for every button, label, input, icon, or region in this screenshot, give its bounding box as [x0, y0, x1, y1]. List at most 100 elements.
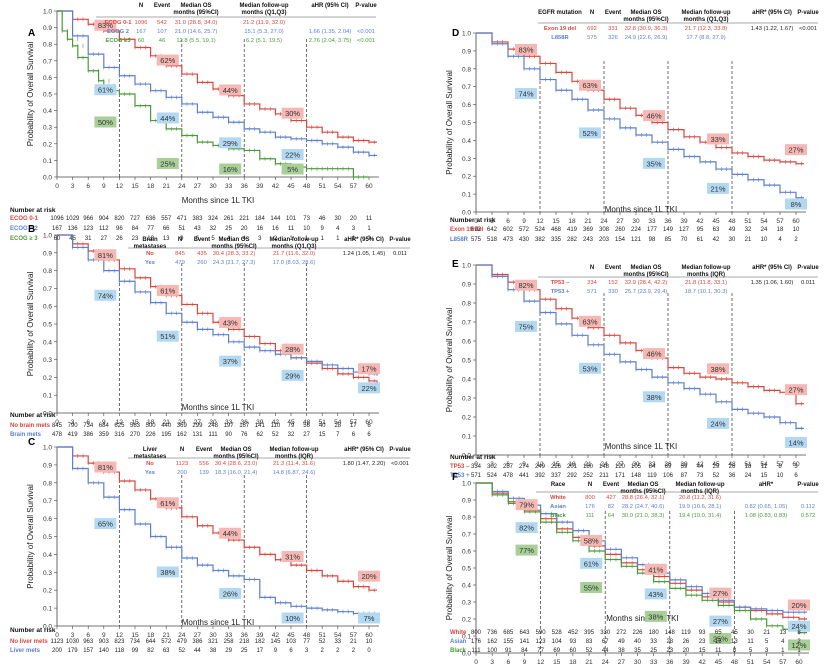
panel-letter: C: [28, 437, 35, 448]
survival-pct-label: 22%: [361, 384, 376, 393]
y-tick-label: 0.5: [462, 120, 471, 127]
risk-value: 478: [503, 473, 514, 479]
x-tick-label: 54: [760, 461, 768, 468]
survival-pct-label: 52%: [582, 129, 597, 138]
table-cell: L858R: [551, 35, 569, 41]
survival-pct-label: 74%: [518, 90, 533, 99]
survival-pct-label: 27%: [713, 617, 728, 626]
risk-value: 6: [367, 423, 371, 429]
x-tick-label: 42: [272, 632, 280, 639]
x-tick-label: 30: [209, 183, 217, 190]
risk-value: 3: [765, 648, 769, 654]
table-cell: Black: [550, 513, 566, 519]
risk-value: 252: [583, 473, 594, 479]
table-header: aHR* (95% CI): [752, 10, 792, 16]
survival-pct-label: 46%: [646, 350, 661, 359]
risk-value: 10: [777, 473, 784, 479]
risk-value: 636: [146, 216, 157, 222]
risk-value: 3: [258, 236, 262, 242]
risk-value: 226: [551, 464, 562, 470]
x-tick-label: 21: [584, 218, 592, 225]
risk-value: 468: [551, 227, 562, 233]
table-header: P-value: [389, 447, 411, 453]
risk-value: 30: [747, 630, 754, 636]
table-header: Median OS months (95%CI): [213, 447, 258, 460]
table-header: P-value: [797, 10, 819, 16]
x-tick-label: 48: [731, 659, 739, 664]
x-tick-label: 18: [147, 632, 155, 639]
y-tick-label: 0.8: [43, 42, 52, 49]
risk-value: 2: [321, 648, 325, 654]
table-header: Median OS months (95%CI): [620, 482, 665, 495]
risk-value: 63: [713, 227, 720, 233]
survival-pct-label-bg: [156, 284, 179, 296]
x-tick-label: 36: [666, 659, 674, 664]
risk-table-title: Number at risk: [450, 217, 496, 224]
table-cell: 32.8 (30.9, 36.3): [625, 26, 668, 32]
risk-value: 32: [745, 227, 752, 233]
risk-value: 87: [681, 473, 688, 479]
risk-row-label: White: [450, 630, 467, 636]
risk-value: 4: [778, 237, 782, 243]
x-tick-label: 27: [618, 659, 626, 664]
survival-pct-label-bg: [515, 522, 538, 534]
y-tick-label: 0.8: [462, 301, 471, 308]
risk-value: 1: [797, 648, 801, 654]
survival-pct-label: 5%: [287, 165, 298, 174]
x-tick-label: 39: [256, 419, 264, 426]
risk-value: 28: [666, 639, 673, 645]
risk-value: 26: [116, 236, 123, 242]
y-tick-label: 1.0: [462, 31, 471, 38]
risk-value: 180: [649, 630, 660, 636]
risk-value: 63: [163, 648, 170, 654]
y-tick-label: 0.6: [462, 102, 471, 109]
x-tick-label: 9: [102, 632, 106, 639]
x-tick-label: 27: [616, 461, 624, 468]
risk-value: 3: [794, 464, 798, 470]
survival-pct-label-bg: [94, 518, 117, 530]
risk-value: 77: [537, 648, 544, 654]
x-tick-label: 42: [272, 183, 280, 190]
table-cell: 692: [587, 26, 597, 32]
risk-value: 1123: [51, 639, 65, 645]
table-cell: TP53 –: [551, 280, 570, 286]
risk-value: 10: [303, 226, 310, 232]
x-tick-label: 42: [698, 659, 706, 664]
survival-pct-label-bg: [219, 587, 242, 599]
table-cell: <0.001: [357, 29, 375, 35]
risk-value: 148: [599, 464, 610, 470]
risk-value: 44: [697, 464, 704, 470]
table-header: Event: [605, 265, 621, 271]
risk-value: 31: [85, 236, 92, 242]
y-tick-label: 0.4: [43, 108, 52, 115]
x-tick-label: 48: [303, 632, 311, 639]
y-tick-label: 0.2: [43, 375, 52, 382]
survival-pct-label: 16%: [223, 165, 238, 174]
risk-value: 140: [99, 648, 110, 654]
survival-pct-label: 61%: [160, 499, 175, 508]
table-cell: Yes: [145, 260, 155, 266]
x-tick-label: 45: [287, 183, 295, 190]
risk-value: 118: [115, 648, 125, 654]
risk-value: 40: [634, 639, 641, 645]
survival-pct-label-bg: [643, 348, 665, 360]
risk-value: 270: [130, 432, 141, 438]
risk-value: 299: [192, 423, 203, 429]
risk-value: 104: [552, 639, 563, 645]
survival-pct-label: 14%: [788, 438, 803, 447]
table-cell: 1123: [176, 461, 188, 467]
x-tick-label: 12: [536, 461, 544, 468]
table-cell: 32.9 (28.4, 42.2): [625, 280, 668, 286]
y-tick-label: 0.1: [462, 634, 471, 641]
risk-value: 563: [130, 423, 141, 429]
table-cell: 6.2 (5.1, 19.5): [246, 38, 282, 44]
risk-value: 790: [68, 423, 79, 429]
survival-pct-label: 44%: [223, 529, 238, 538]
risk-value: 25: [241, 648, 248, 654]
x-tick-label: 36: [241, 419, 249, 426]
x-tick-label: 60: [365, 632, 373, 639]
x-tick-label: 6: [86, 183, 90, 190]
risk-value: 45: [731, 630, 738, 636]
survival-pct-label: 24%: [710, 419, 725, 428]
table-cell: 571: [587, 289, 597, 295]
